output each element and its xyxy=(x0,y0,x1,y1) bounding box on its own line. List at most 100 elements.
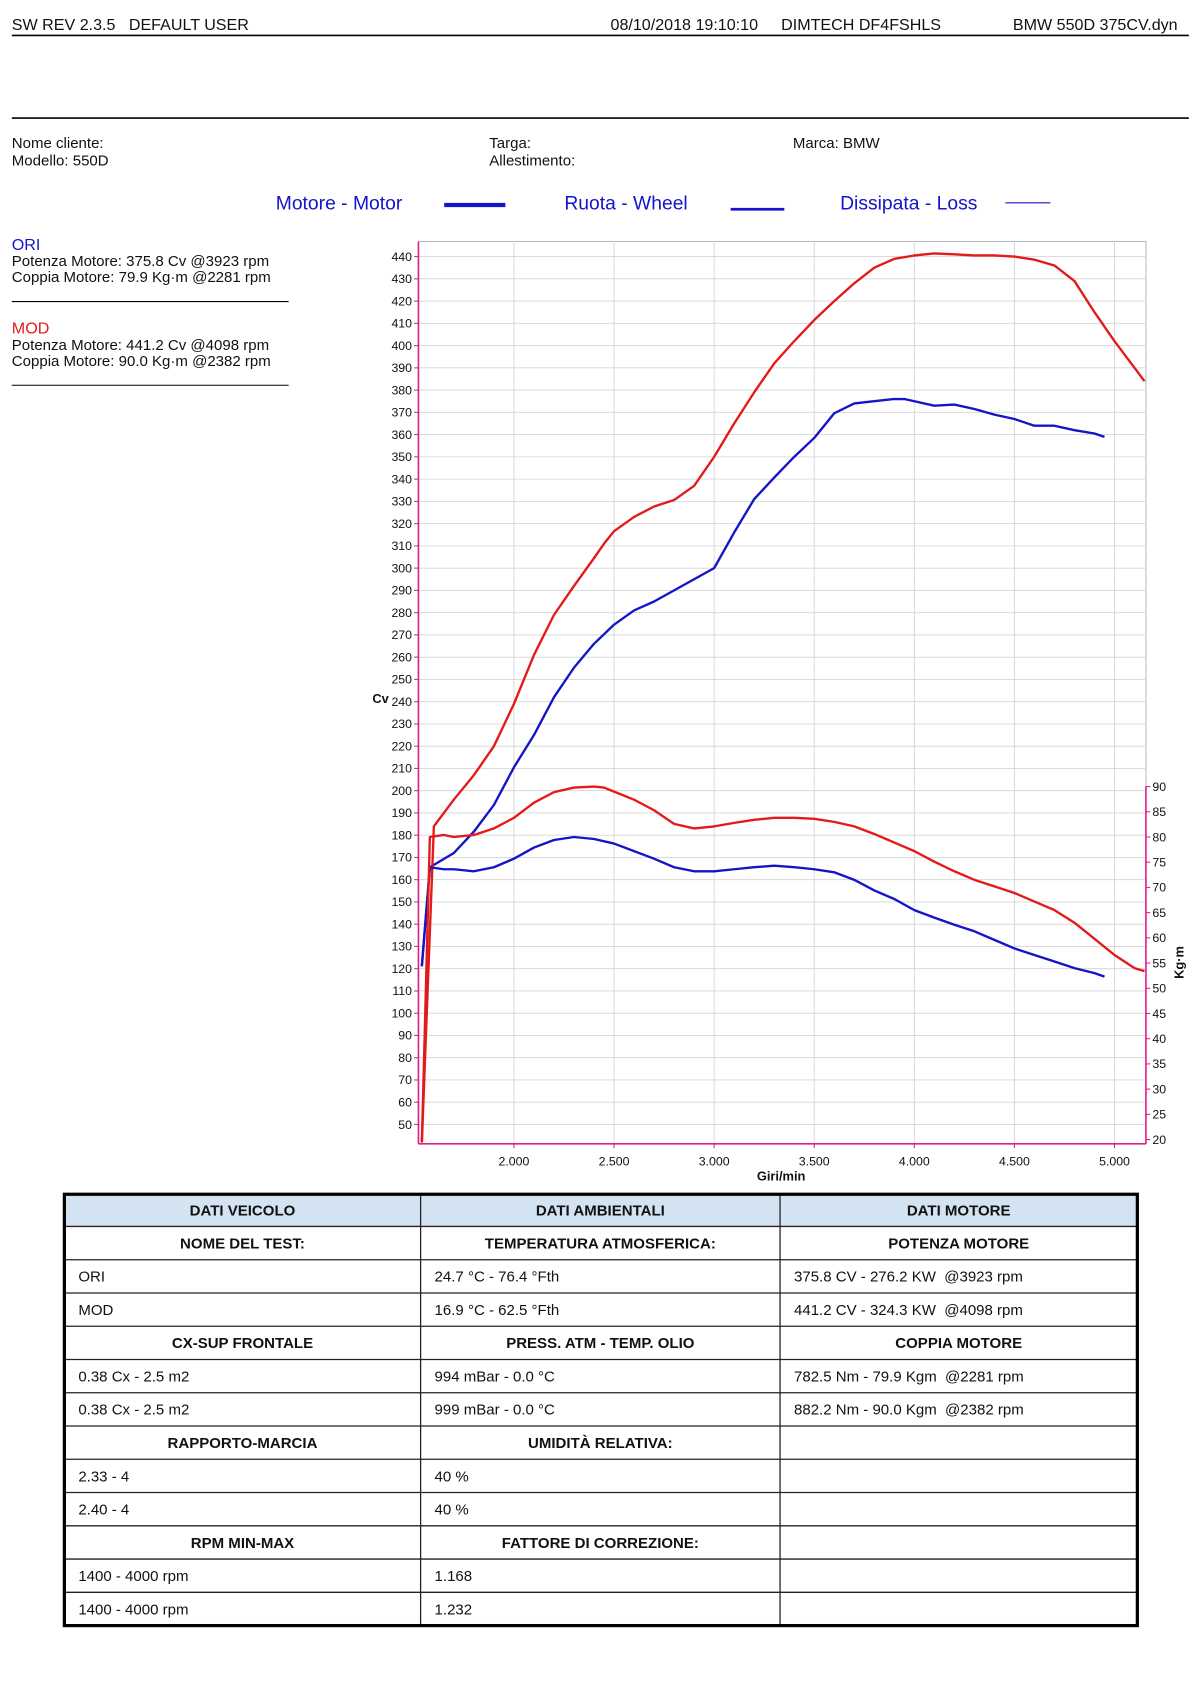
curve xyxy=(420,252,1146,1143)
table-cell: 782.5 Nm - 79.9 Kgm @2281 rpm xyxy=(794,1368,1024,1385)
y2-tick-label: 80 xyxy=(1152,830,1166,844)
y2-tick-label: 75 xyxy=(1152,855,1166,869)
table-cell: NOME DEL TEST: xyxy=(180,1235,305,1252)
table-cell: ORI xyxy=(78,1269,105,1286)
table-cell: FATTORE DI CORREZIONE: xyxy=(502,1535,699,1552)
y-tick-label: 170 xyxy=(391,851,412,865)
y-tick-label: 110 xyxy=(392,984,412,998)
y-tick-label: 90 xyxy=(398,1029,412,1043)
client: Nome cliente: xyxy=(12,135,104,152)
y2-tick-label: 35 xyxy=(1152,1057,1166,1071)
y-tick-label: 400 xyxy=(391,339,412,353)
y-tick-label: 80 xyxy=(398,1051,412,1065)
y-tick-label: 280 xyxy=(391,606,412,620)
plot: 50 60 70 80 90 100 110 120 130 140 150 160 170 180 190… xyxy=(391,240,1166,1168)
trim: Allestimento: xyxy=(489,152,575,169)
y-tick-label: 240 xyxy=(391,695,412,709)
y-tick-label: 370 xyxy=(391,406,412,420)
y-tick-label: 150 xyxy=(391,895,412,909)
legend-label: Ruota - Wheel xyxy=(564,193,687,214)
y-tick-label: 390 xyxy=(391,361,412,375)
table-cell: 40 % xyxy=(435,1502,469,1519)
table-cell: 375.8 CV - 276.2 KW @3923 rpm xyxy=(794,1269,1023,1286)
plate: Targa: xyxy=(489,135,531,152)
datetime: 08/10/2018 19:10:10 xyxy=(611,16,759,34)
x-axis-label: Giri/min xyxy=(757,1168,806,1183)
legend-label: Dissipata - Loss xyxy=(840,193,977,214)
table-cell: 1.232 xyxy=(435,1601,473,1618)
summary-name: ORI xyxy=(12,236,41,254)
curve xyxy=(420,835,1105,978)
table-cell: 16.9 °C - 62.5 °Fth xyxy=(435,1302,560,1319)
table-cell: PRESS. ATM - TEMP. OLIO xyxy=(506,1335,695,1352)
x-tick-label: 4.500 xyxy=(999,1154,1030,1168)
table-cell: 2.33 - 4 xyxy=(78,1468,129,1485)
y2-tick-label: 30 xyxy=(1152,1082,1166,1096)
brand: Marca: BMW xyxy=(793,135,881,152)
y-tick-label: 190 xyxy=(391,806,412,820)
y2-tick-label: 85 xyxy=(1152,805,1166,819)
y2-tick-label: 70 xyxy=(1152,881,1166,895)
table-cell: COPPIA MOTORE xyxy=(895,1335,1022,1352)
y2-tick-label: 90 xyxy=(1152,780,1166,794)
y-tick-label: 260 xyxy=(391,650,412,664)
y2-tick-label: 50 xyxy=(1152,982,1166,996)
x-tick-label: 5.000 xyxy=(1099,1154,1130,1168)
table-cell: RPM MIN-MAX xyxy=(191,1535,294,1552)
file: BMW 550D 375CV.dyn xyxy=(1013,16,1178,34)
y-tick-label: 100 xyxy=(391,1006,412,1020)
y-tick-label: 200 xyxy=(391,784,412,798)
table-cell: DATI VEICOLO xyxy=(190,1203,296,1220)
summary-name: MOD xyxy=(12,320,50,338)
table: DATI VEICOLO DATI AMBIENTALI DATI MOTORE NO… xyxy=(62,1192,1139,1628)
software: SW REV 2.3.5 DEFAULT USER xyxy=(12,16,249,34)
y-axis-label: Cv xyxy=(372,691,389,706)
y-tick-label: 220 xyxy=(391,739,412,753)
y-tick-label: 440 xyxy=(391,250,412,264)
y-tick-label: 250 xyxy=(391,673,412,687)
table-cell: RAPPORTO-MARCIA xyxy=(168,1435,318,1452)
table-cell: 1.168 xyxy=(435,1568,473,1585)
y-tick-label: 160 xyxy=(391,873,412,887)
y-tick-label: 330 xyxy=(391,495,412,509)
curve xyxy=(420,397,1105,967)
y-tick-label: 210 xyxy=(391,762,412,776)
y-tick-label: 410 xyxy=(391,317,412,331)
table-cell: 999 mBar - 0.0 °C xyxy=(435,1402,555,1419)
table-cell: TEMPERATURA ATMOSFERICA: xyxy=(485,1235,716,1252)
y2-tick-label: 60 xyxy=(1152,931,1166,945)
y-tick-label: 230 xyxy=(391,717,412,731)
x-tick-label: 2.500 xyxy=(599,1154,630,1168)
table-cell: 441.2 CV - 324.3 KW @4098 rpm xyxy=(794,1302,1023,1319)
table-cell: 994 mBar - 0.0 °C xyxy=(435,1368,555,1385)
y2-tick-label: 25 xyxy=(1152,1108,1166,1122)
table-cell: MOD xyxy=(78,1302,113,1319)
table-cell: 0.38 Cx - 2.5 m2 xyxy=(78,1402,189,1419)
x-tick-label: 4.000 xyxy=(899,1154,930,1168)
y-tick-label: 180 xyxy=(391,828,412,842)
summary-torque: Coppia Motore: 79.9 Kg·m @2281 rpm xyxy=(12,269,271,286)
y-tick-label: 50 xyxy=(398,1118,412,1132)
model: Modello: 550D xyxy=(12,152,109,169)
y-tick-label: 60 xyxy=(398,1096,412,1110)
summary-torque: Coppia Motore: 90.0 Kg·m @2382 rpm xyxy=(12,353,271,370)
table-cell: 0.38 Cx - 2.5 m2 xyxy=(78,1368,189,1385)
y2-tick-label: 45 xyxy=(1152,1007,1166,1021)
table-cell: 40 % xyxy=(435,1468,469,1485)
y-tick-label: 310 xyxy=(391,539,412,553)
y2-axis-label: Kg·m xyxy=(1171,946,1186,979)
summary-power: Potenza Motore: 441.2 Cv @4098 rpm xyxy=(12,337,269,354)
y-tick-label: 140 xyxy=(391,917,412,931)
y-tick-label: 420 xyxy=(391,294,412,308)
table-cell: 882.2 Nm - 90.0 Kgm @2382 rpm xyxy=(794,1402,1024,1419)
y-tick-label: 130 xyxy=(391,940,412,954)
y-tick-label: 350 xyxy=(391,450,412,464)
y-tick-label: 380 xyxy=(391,383,412,397)
curve xyxy=(420,785,1145,1143)
x-tick-label: 2.000 xyxy=(499,1154,530,1168)
y2-tick-label: 55 xyxy=(1152,956,1166,970)
legend-label: Motore - Motor xyxy=(276,193,403,214)
